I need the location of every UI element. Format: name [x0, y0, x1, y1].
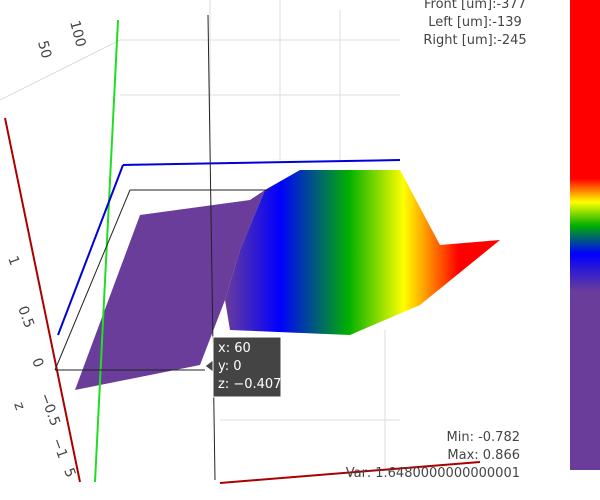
z-axis-line: [219, 461, 481, 484]
x-axis-line: [57, 164, 124, 336]
y-tick-label: 100: [66, 19, 88, 49]
stat-var: Var: 1.6480000000000001: [346, 466, 520, 481]
z-tick-label: −1: [48, 436, 70, 461]
hover-label: x: 60 y: 0 z: −0.407: [204, 336, 282, 398]
z-axis-title: z: [10, 400, 28, 412]
right-info: Right [um]:-245: [423, 33, 526, 48]
y-tick-label: 50: [34, 39, 54, 60]
y-axis-line: [94, 19, 119, 483]
z-axis-line: [4, 117, 81, 483]
z-tick-label: 1: [4, 254, 22, 268]
surface-colored: [225, 170, 500, 335]
hover-text: z: −0.407: [218, 377, 281, 392]
z-tick-label: −0.5: [36, 391, 63, 428]
grid: [0, 0, 400, 470]
spikes: [54, 14, 270, 481]
surface-flat: [75, 190, 265, 390]
colorbar: [570, 0, 600, 470]
z-tick-label: 0: [28, 356, 46, 370]
stat-max: Max: 0.866: [447, 448, 520, 463]
x-tick-label: 5: [60, 466, 78, 480]
stat-min: Min: -0.782: [447, 430, 521, 445]
hover-text: x: 60: [218, 341, 251, 356]
left-info: Left [um]:-139: [428, 15, 522, 30]
x-axis-line: [122, 159, 401, 166]
z-tick-label: 0.5: [14, 304, 37, 330]
front-info: Front [um]:-377: [424, 0, 526, 12]
hover-text: y: 0: [218, 359, 242, 374]
